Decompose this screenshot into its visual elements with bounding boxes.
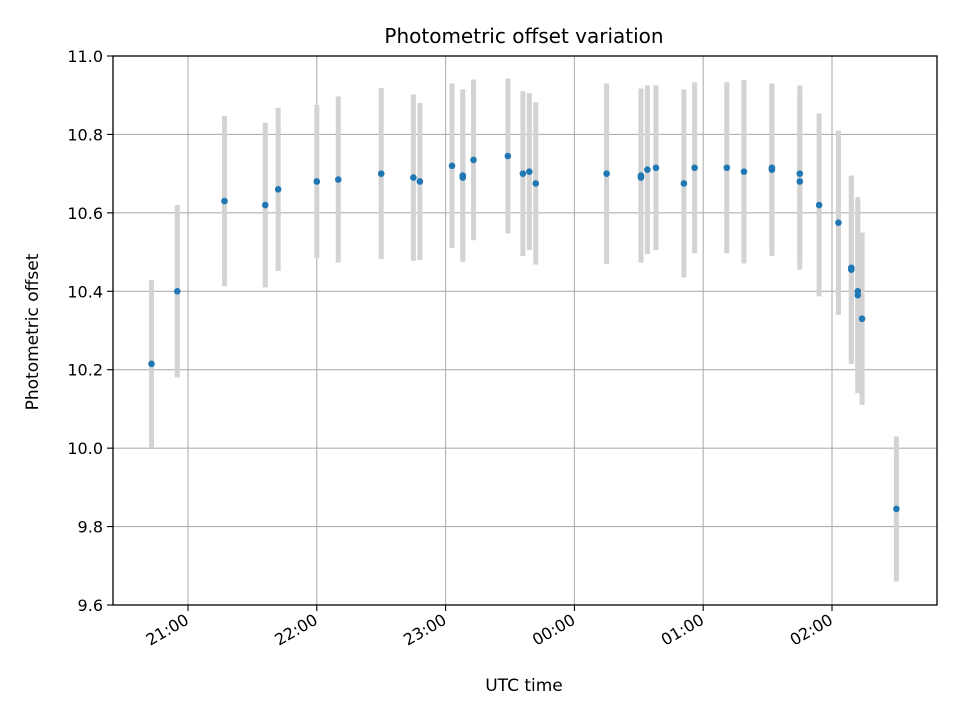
data-point [603, 170, 610, 177]
data-point [835, 219, 842, 226]
data-point [848, 266, 855, 274]
data-point [416, 178, 424, 185]
y-tick-label: 10.2 [67, 361, 103, 380]
data-point [532, 180, 540, 187]
x-axis-title: UTC time [485, 676, 563, 696]
data-point [691, 164, 698, 172]
data-point [723, 164, 731, 172]
data-point [652, 164, 660, 172]
data-point [796, 170, 804, 177]
data-point [644, 166, 651, 174]
y-tick-label: 10.0 [67, 439, 103, 458]
data-point [313, 178, 321, 185]
y-tick-label: 10.6 [67, 204, 103, 223]
y-tick-label: 9.8 [78, 518, 103, 537]
data-point [334, 176, 342, 183]
data-point [470, 156, 477, 164]
data-point [815, 201, 823, 209]
data-point [796, 178, 804, 185]
y-axis-title: Photometric offset [23, 253, 43, 410]
y-axis-ticks: 9.6 9.8 10.0 10.2 10.4 10.6 10.8 11.0 [67, 47, 113, 615]
data-point [504, 152, 512, 160]
data-point [221, 197, 228, 205]
data-point [519, 170, 527, 177]
y-tick-label: 10.4 [67, 282, 103, 301]
data-point [526, 168, 533, 175]
chart-title: Photometric offset variation [384, 24, 663, 48]
data-point [173, 287, 181, 295]
data-point [148, 360, 155, 368]
y-tick-label: 9.6 [78, 596, 103, 615]
data-points [148, 152, 900, 513]
data-point [377, 170, 385, 177]
data-point [448, 162, 456, 170]
data-point [274, 186, 282, 193]
y-tick-label: 10.8 [67, 125, 103, 144]
data-point [410, 174, 417, 181]
y-tick-label: 11.0 [67, 47, 103, 66]
data-point [768, 164, 776, 172]
data-point [459, 174, 467, 181]
data-point [637, 172, 645, 179]
data-point [680, 180, 688, 187]
data-point [858, 315, 866, 323]
plot-frame [112, 55, 938, 606]
data-point [854, 291, 862, 299]
data-point [261, 201, 269, 209]
data-point [893, 505, 900, 513]
data-point [740, 168, 748, 175]
